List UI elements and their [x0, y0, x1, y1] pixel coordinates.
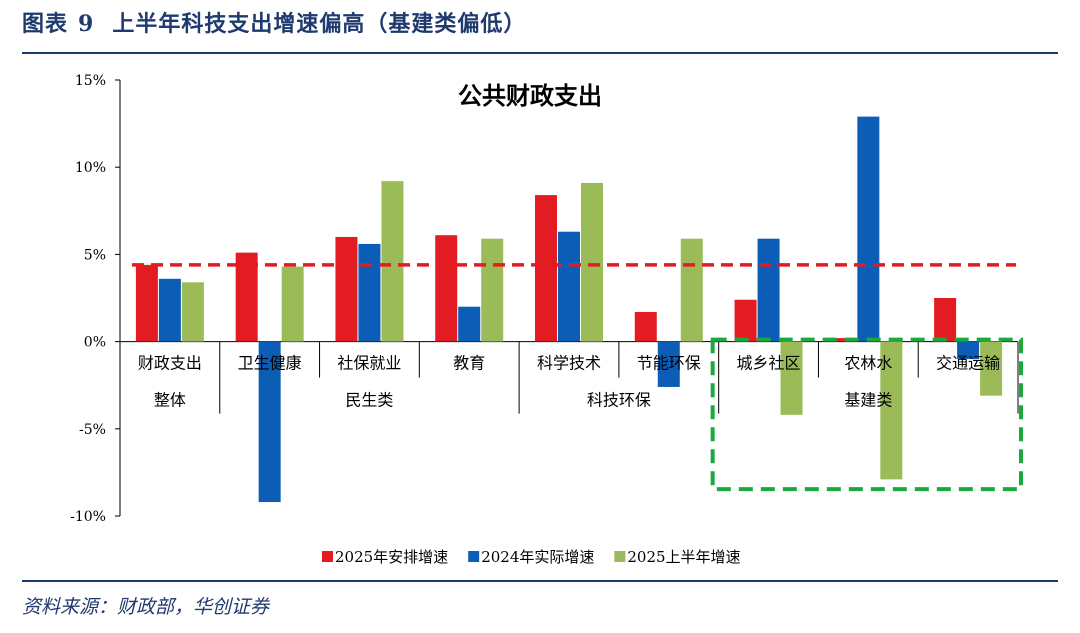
legend-item: 2024年实际增速: [468, 548, 594, 566]
bar: [335, 236, 358, 342]
chart-axes: -10% -5% 0% 5% 10% 15%: [70, 73, 1019, 525]
category-label: 城乡社区: [737, 354, 801, 373]
y-tick-label: 10%: [75, 160, 106, 176]
chart: -10% -5% 0% 5% 10% 15% 财政支出 卫生健康 社保就业 教育 科学技术 节能环保…: [70, 73, 1024, 566]
legend-label: 2025年安排增速: [335, 548, 448, 566]
bar: [880, 341, 903, 480]
bar: [381, 181, 404, 342]
bar: [634, 311, 657, 342]
bar: [780, 341, 803, 415]
bar: [657, 341, 680, 387]
bar: [980, 341, 1003, 396]
y-tick-label: 5%: [84, 247, 106, 263]
bar: [734, 299, 757, 342]
bar: [181, 282, 204, 342]
legend-swatch: [614, 551, 626, 562]
legend-item: 2025年安排增速: [322, 548, 448, 566]
bar: [281, 266, 304, 342]
bar: [358, 243, 381, 342]
bottom-rule: [22, 580, 1058, 582]
group-label: 民生类: [345, 391, 393, 410]
bar: [258, 341, 281, 503]
bar: [857, 116, 880, 342]
category-label: 财政支出: [138, 354, 202, 373]
bar: [158, 278, 181, 342]
y-tick-label: -10%: [70, 509, 106, 525]
figure-number: 9: [78, 11, 95, 37]
top-rule: [22, 52, 1058, 54]
bar: [957, 341, 980, 360]
category-label: 农林水: [844, 354, 892, 373]
bar: [535, 195, 557, 342]
bar: [458, 306, 481, 342]
y-tick-label: 0%: [84, 335, 106, 351]
chart-overlays: [132, 263, 1024, 492]
legend-label: 2025上半年增速: [627, 548, 740, 566]
bar: [135, 264, 158, 342]
category-label: 交通运输: [936, 354, 1000, 373]
group-label: 整体: [154, 391, 186, 410]
bar: [757, 238, 780, 342]
category-label: 社保就业: [337, 354, 401, 373]
figure-title-text: 上半年科技支出增速偏高（基建类偏低）: [112, 11, 527, 37]
figure-title: 图表 9 上半年科技支出增速偏高（基建类偏低）: [22, 6, 526, 38]
bar: [235, 252, 258, 342]
legend-swatch: [468, 551, 480, 562]
highlight-box: [710, 337, 1024, 492]
chart-title: 公共财政支出: [458, 81, 602, 110]
bar: [558, 231, 580, 342]
y-tick-label: -5%: [79, 422, 106, 438]
bar: [934, 298, 957, 342]
legend-label: 2024年实际增速: [481, 548, 594, 566]
legend-swatch: [322, 551, 333, 562]
group-label: 科技环保: [587, 391, 651, 410]
category-label: 科学技术: [537, 354, 601, 373]
bar: [680, 238, 703, 342]
legend-item: 2025上半年增速: [614, 548, 741, 566]
category-label: 卫生健康: [238, 354, 302, 373]
y-tick-label: 15%: [75, 73, 106, 89]
category-label: 节能环保: [637, 354, 701, 373]
group-label: 基建类: [844, 391, 892, 410]
figure-label: 图表: [22, 11, 69, 37]
source-note: 资料来源：财政部，华创证券: [22, 596, 270, 618]
chart-bars: [135, 116, 1003, 503]
bar: [481, 238, 504, 342]
category-label: 教育: [453, 354, 485, 373]
bar: [581, 182, 603, 342]
legend: 2025年安排增速 2024年实际增速 2025上半年增速: [322, 548, 741, 566]
bar: [435, 235, 458, 342]
